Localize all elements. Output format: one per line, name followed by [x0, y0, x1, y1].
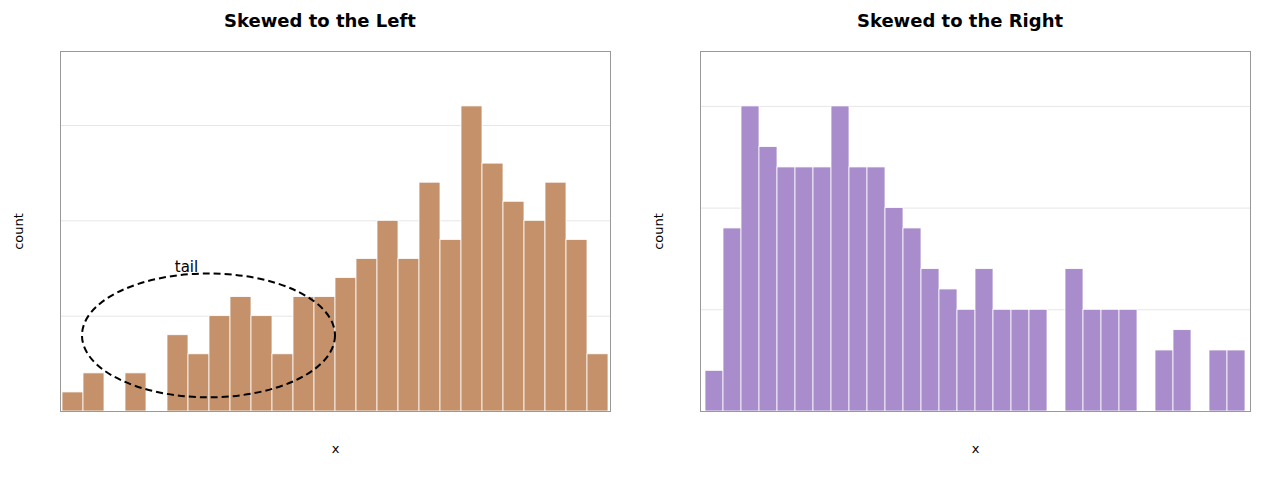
svg-text:count: count: [651, 213, 666, 250]
html-text:Skewed to the Right: Skewed to the Right: [856, 10, 1064, 31]
html-text:Skewed to the Left: Skewed to the Left: [224, 10, 416, 31]
svg-text:x: x: [332, 441, 340, 456]
svg-text:x: x: [972, 441, 980, 456]
svg-text:tail: tail: [175, 258, 198, 276]
svg-text:count: count: [11, 213, 26, 250]
